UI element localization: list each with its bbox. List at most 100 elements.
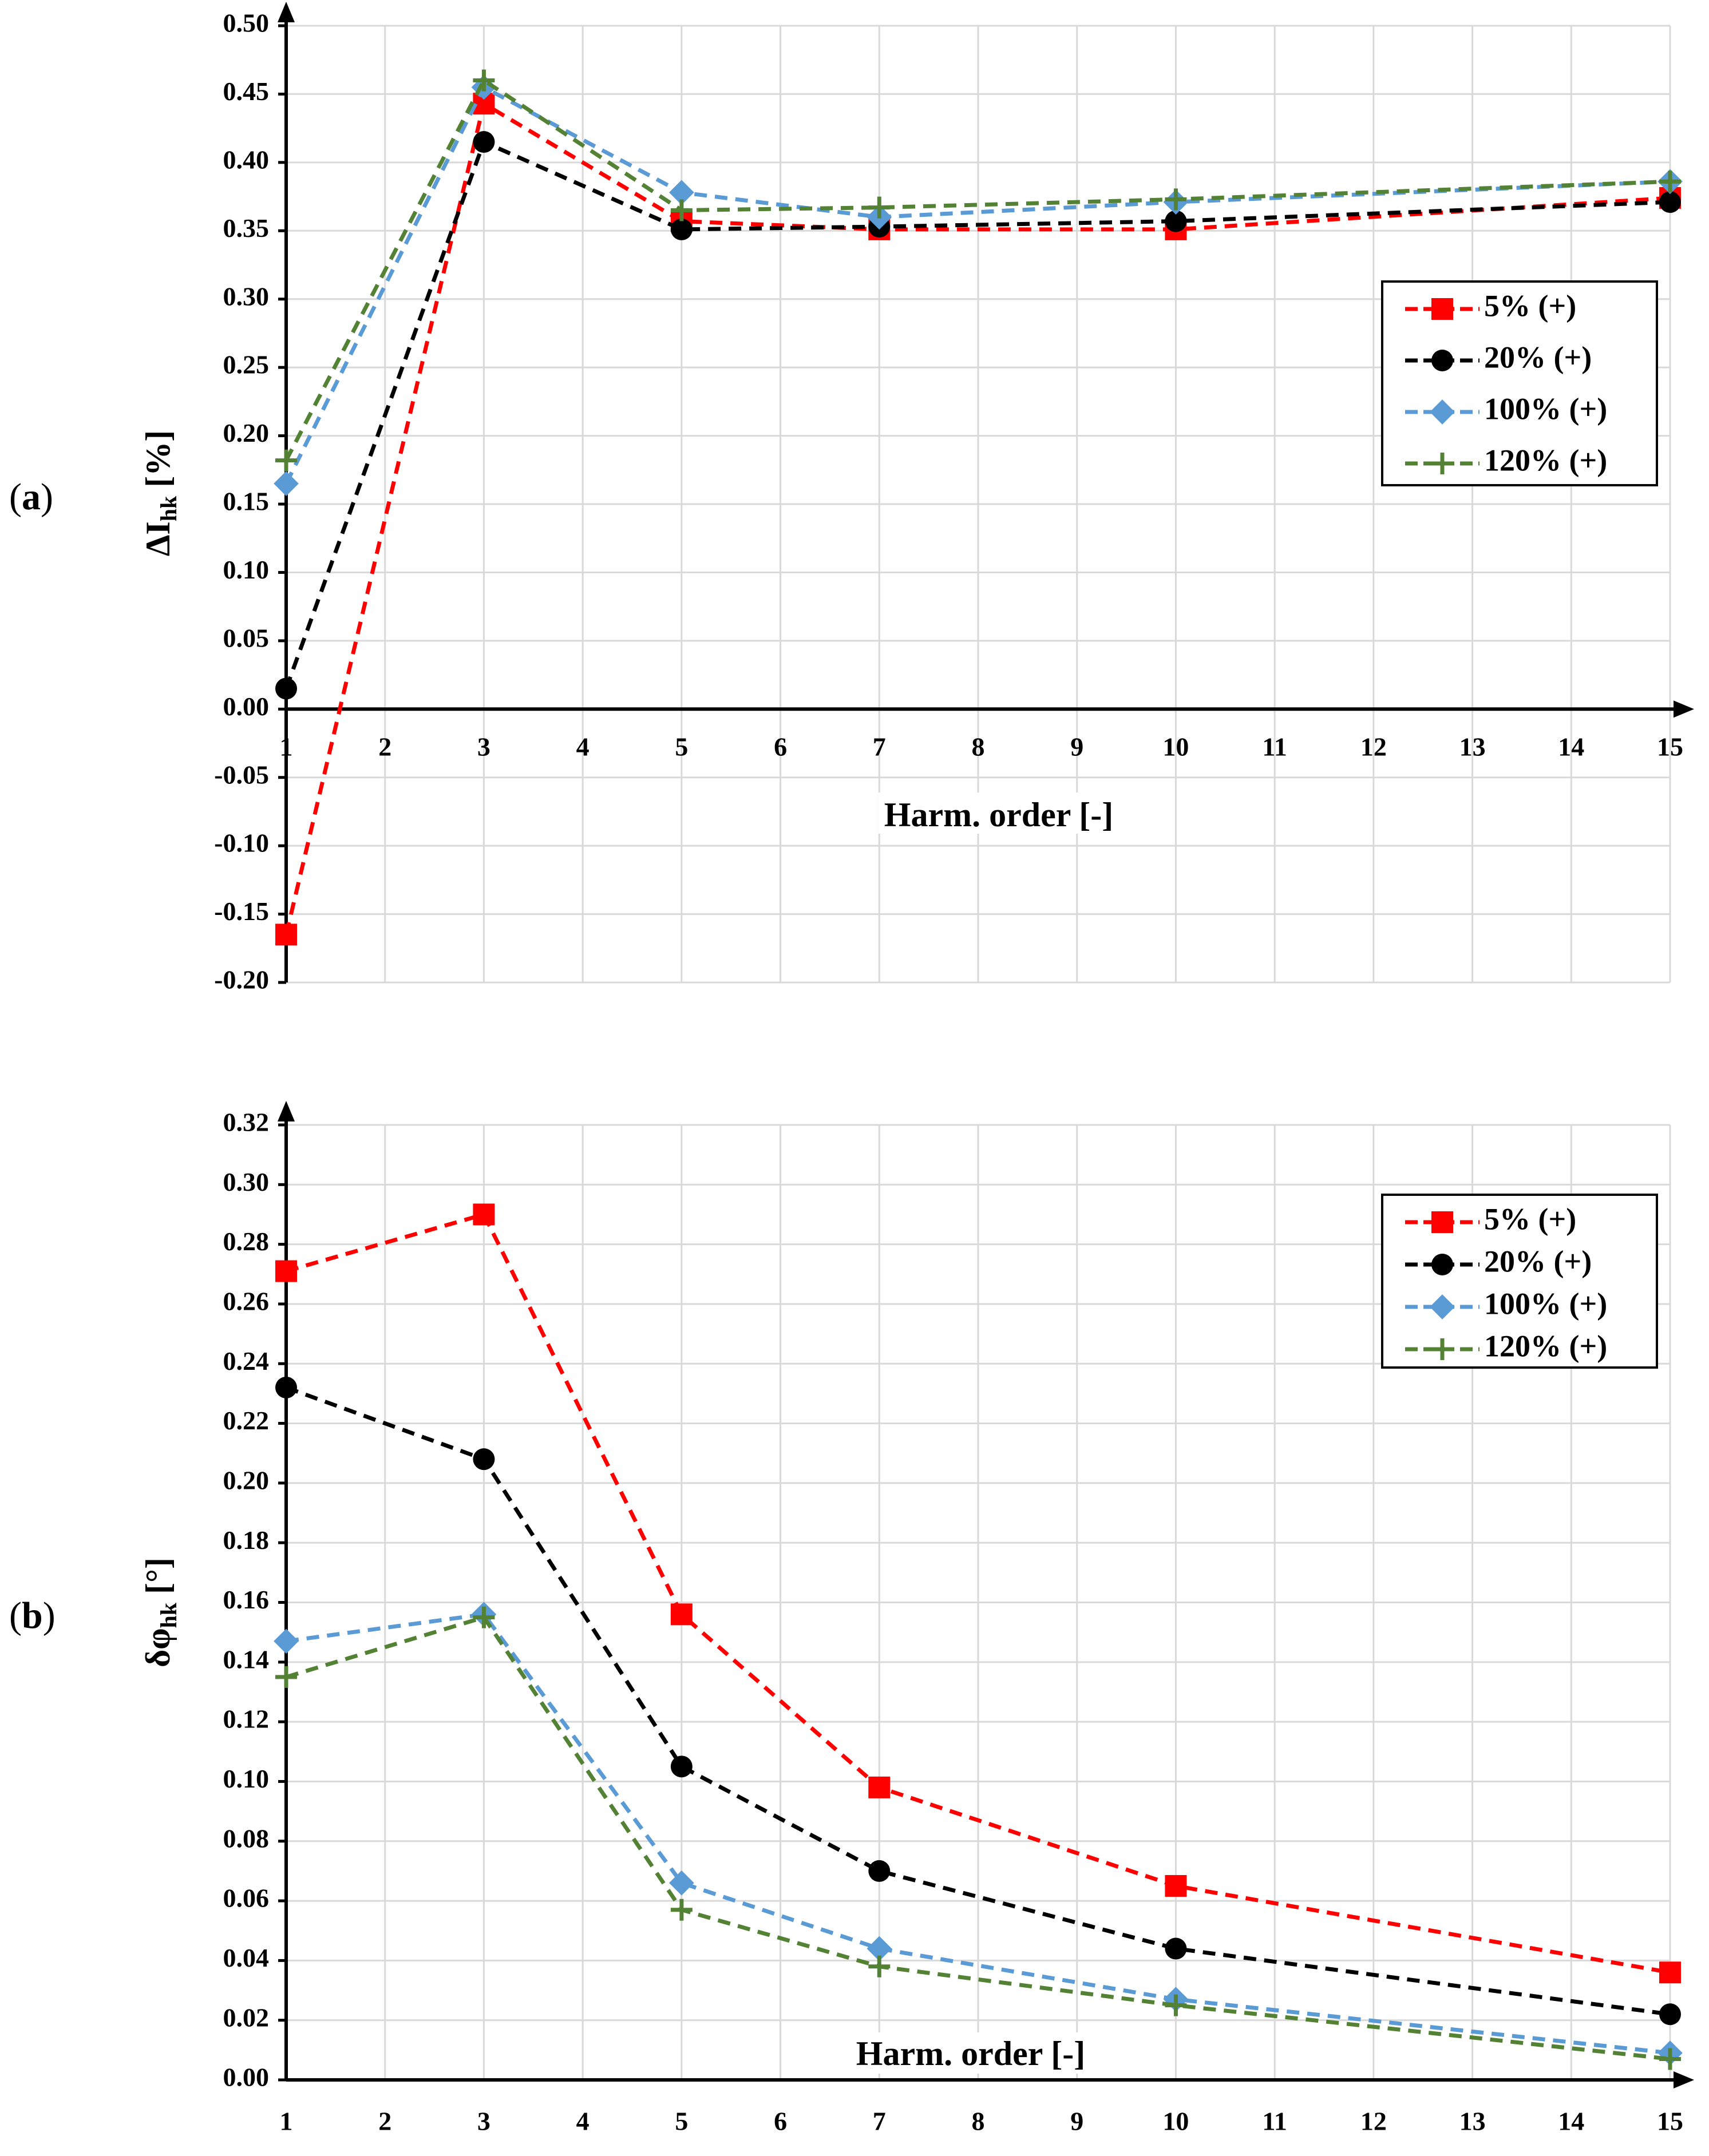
- x-tick-label: 7: [873, 2107, 886, 2136]
- y-tick-label: 0.30: [223, 282, 270, 311]
- data-point: [868, 196, 891, 219]
- data-point: [275, 1260, 297, 1282]
- data-point: [1659, 2048, 1681, 2070]
- data-point: [473, 1448, 495, 1471]
- legend-box: [1381, 280, 1658, 486]
- legend-marker: [1431, 1338, 1453, 1360]
- y-tick-label: 0.18: [223, 1525, 270, 1555]
- y-tick-label: 0.08: [223, 1824, 270, 1853]
- series-line: [285, 1385, 1671, 2016]
- x-tick-label: 8: [972, 732, 985, 762]
- data-point: [1165, 1874, 1187, 1897]
- x-tick-label: 14: [1558, 2107, 1584, 2136]
- y-tick-label: -0.10: [214, 829, 269, 858]
- chart-b-x-tick-labels: 1 2 3 4 5 6 7 8 9 10 11 12 13 14 15: [280, 2107, 1684, 2136]
- series-5: [275, 1203, 1681, 1984]
- y-tick-label: 0.16: [223, 1585, 270, 1614]
- x-tick-label: 2: [378, 732, 391, 762]
- data-point: [274, 1628, 299, 1654]
- data-point: [274, 471, 299, 497]
- series-120: [275, 1606, 1681, 2070]
- y-tick-label: 0.26: [223, 1287, 270, 1316]
- y-tick-label: 0.20: [223, 418, 270, 447]
- data-point: [867, 1936, 892, 1961]
- x-tick-label: 13: [1459, 732, 1486, 762]
- legend-marker: [1431, 298, 1453, 320]
- data-point: [670, 1899, 693, 1921]
- x-tick-label: 3: [477, 2107, 490, 2136]
- y-tick-label: 0.06: [223, 1884, 270, 1913]
- y-tick-label: 0.05: [223, 623, 270, 652]
- panel-b-label: (b): [9, 1595, 56, 1636]
- x-tick-label: 10: [1162, 732, 1189, 762]
- legend-marker: [1430, 399, 1455, 425]
- series-line: [284, 139, 1671, 689]
- series-line: [284, 84, 1671, 485]
- data-point: [1659, 191, 1681, 213]
- series-20: [275, 1376, 1681, 2026]
- y-tick-label: 0.12: [223, 1705, 270, 1734]
- data-point: [1659, 2003, 1681, 2026]
- x-tick-label: 15: [1657, 2107, 1683, 2136]
- data-point: [473, 1606, 495, 1628]
- y-axis-arrow-icon: [278, 2, 295, 22]
- data-point: [868, 1776, 891, 1798]
- y-tick-label: 0.35: [223, 213, 270, 243]
- x-tick-label: 11: [1262, 2107, 1287, 2136]
- y-tick-label: 0.02: [223, 2003, 270, 2032]
- chart-a: -0.20 -0.15 -0.10 -0.05 0.00 0.05 0.10 0.15 0.20…: [9, 2, 1694, 994]
- series-line: [286, 1612, 1671, 2055]
- x-tick-label: 15: [1657, 732, 1683, 762]
- legend-label: 20% (+): [1484, 340, 1592, 374]
- x-tick-label: 10: [1162, 2107, 1189, 2136]
- chart-a-ylabel: ΔIhk [%]: [139, 430, 181, 556]
- y-axis-arrow-icon: [278, 1101, 295, 1121]
- chart-b-ylabel: δφhk [°]: [139, 1557, 181, 1667]
- data-point: [868, 1860, 891, 1882]
- chart-b: 0.00 0.02 0.04 0.06 0.08 0.10 0.12 0.14 0.16 0.18…: [9, 1101, 1694, 2136]
- y-tick-label: 0.10: [223, 1764, 270, 1793]
- data-point: [275, 924, 297, 946]
- series-line: [284, 77, 1671, 462]
- series-line: [284, 100, 1671, 936]
- y-tick-label: -0.15: [214, 897, 269, 926]
- data-point: [868, 1955, 891, 1977]
- chart-b-xlabel-background: [827, 2032, 1113, 2074]
- data-point: [473, 69, 495, 92]
- y-tick-label: 0.20: [223, 1465, 270, 1495]
- y-tick-label: 0.00: [223, 2063, 270, 2092]
- data-point: [669, 1870, 694, 1896]
- data-point: [473, 131, 495, 153]
- chart-a-y-tick-labels: -0.20 -0.15 -0.10 -0.05 0.00 0.05 0.10 0.15 0.20…: [214, 9, 269, 994]
- y-tick-label: 0.15: [223, 487, 270, 516]
- data-point: [473, 1203, 495, 1226]
- x-tick-label: 1: [280, 732, 293, 762]
- x-tick-label: 4: [576, 732, 590, 762]
- legend-marker: [1431, 453, 1453, 474]
- chart-b-legend: 5% (+) 20% (+) 100% (+) 120% (+): [1381, 1194, 1658, 1369]
- data-point: [670, 1603, 693, 1626]
- chart-b-xlabel: Harm. order [-]: [856, 2035, 1085, 2072]
- legend-marker: [1431, 1254, 1453, 1275]
- data-point: [1165, 188, 1187, 211]
- y-tick-label: 0.24: [223, 1346, 270, 1376]
- x-tick-label: 1: [280, 2107, 293, 2136]
- legend-label: 20% (+): [1484, 1244, 1592, 1278]
- legend-marker: [1431, 350, 1453, 371]
- data-point: [1659, 1961, 1681, 1984]
- x-tick-label: 5: [675, 2107, 688, 2136]
- y-tick-label: 0.04: [223, 1943, 270, 1972]
- chart-a-series: [274, 69, 1683, 946]
- legend-label: 5% (+): [1484, 288, 1576, 323]
- y-tick-label: 0.45: [223, 77, 270, 106]
- data-point: [1165, 210, 1187, 232]
- x-axis-arrow-icon: [1674, 2071, 1694, 2088]
- data-point: [1165, 1994, 1187, 2016]
- y-tick-label: 0.25: [223, 350, 270, 379]
- y-tick-label: 0.50: [223, 9, 270, 38]
- series-line: [285, 1615, 1671, 2061]
- y-tick-label: 0.22: [223, 1406, 270, 1435]
- y-tick-label: 0.10: [223, 555, 270, 584]
- legend-marker: [1430, 1294, 1455, 1319]
